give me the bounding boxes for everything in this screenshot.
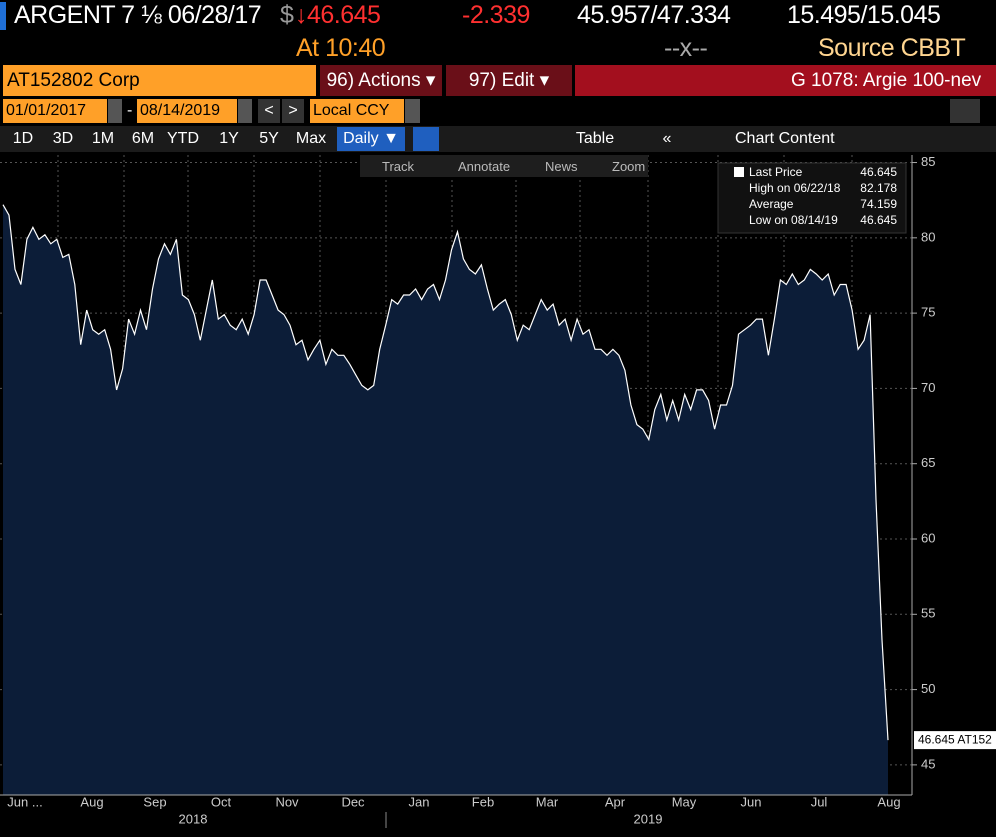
x-tick-label: Jul: [811, 794, 828, 809]
range-button[interactable]: YTD: [167, 130, 199, 147]
y-tick-label: 65: [921, 455, 935, 470]
range-button[interactable]: 6M: [131, 130, 155, 147]
x-tick-label: Jun: [741, 794, 762, 809]
yields: 15.495/15.045: [787, 1, 941, 29]
area: [3, 204, 888, 795]
chart-content-button[interactable]: Chart Content: [735, 130, 835, 147]
edit-menu[interactable]: 97) Edit ▾: [446, 65, 572, 96]
security: ARGENT 7 ⅛ 06/28/17: [14, 1, 262, 29]
tool-button[interactable]: News: [545, 158, 578, 174]
source: Source CBBT: [818, 34, 966, 62]
start-date[interactable]: 01/01/2017: [3, 99, 107, 123]
currency-select[interactable]: Local CCY: [310, 99, 404, 123]
y-tick-label: 75: [921, 305, 935, 320]
time: At 10:40: [296, 34, 386, 62]
tool-strip: [360, 155, 648, 177]
x-tick-label: Feb: [472, 794, 494, 809]
calendar-icon[interactable]: [108, 99, 122, 123]
legend-value: 74.159: [860, 197, 897, 211]
legend-value: 82.178: [860, 181, 897, 195]
legend-value: 46.645: [860, 213, 897, 227]
next-button[interactable]: >: [282, 99, 304, 123]
x-tick-label: Jun ...: [7, 794, 42, 809]
frequency-select[interactable]: Daily ▼: [337, 127, 405, 151]
legend-value: 46.645: [860, 165, 897, 179]
x-tick-label: Oct: [211, 794, 232, 809]
ticker-field[interactable]: AT152802 Corp: [3, 65, 316, 96]
line-chart-button[interactable]: [413, 127, 439, 151]
x-tick-label: Aug: [80, 794, 103, 809]
date-separator: -: [127, 102, 133, 119]
legend-label: Average: [749, 197, 794, 211]
x-group-label: 2019: [634, 811, 663, 826]
y-tick-label: 55: [921, 606, 935, 621]
last-label: 46.645 AT152: [918, 732, 992, 746]
range-button[interactable]: 3D: [52, 130, 74, 147]
tool-button[interactable]: Annotate: [458, 158, 511, 174]
bid-ask: 45.957/47.334: [577, 1, 731, 29]
y-tick-label: 80: [921, 229, 935, 244]
range-button[interactable]: 1D: [12, 130, 34, 147]
range-button[interactable]: Max: [295, 130, 327, 147]
y-tick-label: 70: [921, 380, 935, 395]
legend-label: Low on 08/14/19: [749, 213, 838, 227]
x-group-label: 2018: [179, 811, 208, 826]
dropdown-arrow[interactable]: [405, 99, 420, 123]
x-tick-label: Mar: [536, 794, 559, 809]
legend-label: Last Price: [749, 165, 803, 179]
actions-menu[interactable]: 96) Actions ▾: [320, 65, 442, 96]
price: ↓46.645: [295, 1, 381, 29]
x-tick-label: Apr: [605, 794, 626, 809]
collapse-button[interactable]: «: [662, 130, 672, 147]
legend-label: High on 06/22/18: [749, 181, 841, 195]
calendar-icon[interactable]: [238, 99, 252, 123]
accent-bar: [0, 2, 6, 30]
x-tick-label: Dec: [341, 794, 365, 809]
x-tick-label: Nov: [275, 794, 299, 809]
last-label-box: [914, 731, 996, 750]
end-date[interactable]: 08/14/2019: [137, 99, 237, 123]
table-button[interactable]: Table: [575, 130, 615, 147]
mid: --x--: [664, 34, 708, 62]
x-tick-label: Jan: [409, 794, 430, 809]
x-tick-label: May: [672, 794, 697, 809]
y-tick-label: 45: [921, 756, 935, 771]
toolbar: [0, 126, 996, 152]
x-tick-label: Sep: [143, 794, 166, 809]
range-button[interactable]: 1Y: [219, 130, 239, 147]
tool-button[interactable]: Zoom: [612, 158, 646, 174]
price-line: [2, 204, 889, 741]
y-tick-label: 60: [921, 530, 935, 545]
legend-swatch: [734, 167, 744, 177]
legend-box: [717, 162, 907, 234]
change: -2.339: [462, 1, 530, 29]
tool-button[interactable]: Track: [382, 158, 415, 174]
undo-button[interactable]: [950, 99, 980, 123]
y-tick-label: 85: [921, 154, 935, 169]
page-title: G 1078: Argie 100-nev: [575, 65, 996, 96]
y-tick-label: 50: [921, 681, 935, 696]
currency: $: [280, 1, 294, 29]
x-tick-label: Aug: [877, 794, 900, 809]
range-button[interactable]: 1M: [91, 130, 115, 147]
prev-button[interactable]: <: [258, 99, 280, 123]
range-button[interactable]: 5Y: [259, 130, 279, 147]
